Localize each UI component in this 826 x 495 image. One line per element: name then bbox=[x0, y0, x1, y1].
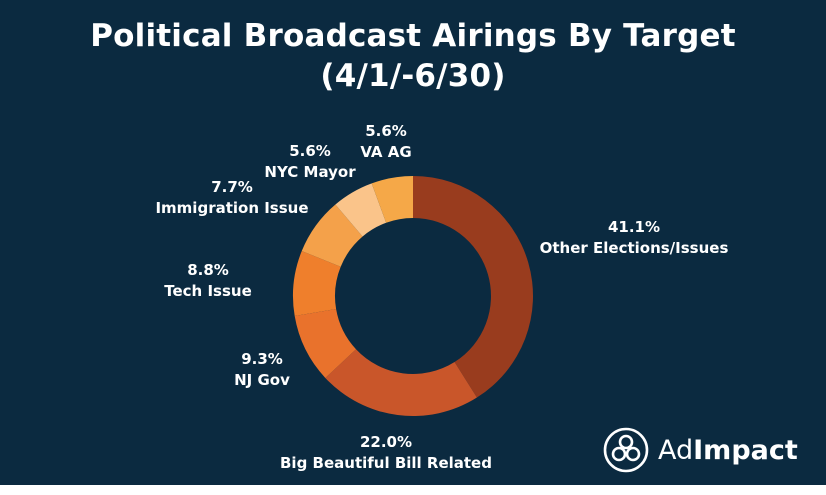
slice-value-label-6: 5.6% bbox=[289, 142, 331, 160]
slice-value-label-5: 7.7% bbox=[211, 178, 253, 196]
chart-title: Political Broadcast Airings By Target bbox=[90, 18, 736, 54]
adimpact-logo-icon bbox=[603, 427, 649, 473]
slice-value-label-4: 8.8% bbox=[187, 261, 229, 279]
slice-value-label-1: 41.1% bbox=[608, 218, 660, 236]
chart-subtitle: (4/1/-6/30) bbox=[320, 58, 506, 94]
slice-category-label-2: Big Beautiful Bill Related bbox=[280, 454, 492, 472]
adimpact-logo: AdImpact bbox=[603, 427, 813, 477]
slice-category-label-5: Immigration Issue bbox=[155, 199, 308, 217]
slice-category-label-6: NYC Mayor bbox=[264, 163, 356, 181]
donut-slice-2 bbox=[325, 349, 477, 416]
slice-category-label-4: Tech Issue bbox=[164, 282, 252, 300]
donut-slice-7 bbox=[371, 176, 413, 223]
chart-canvas: Political Broadcast Airings By Target (4… bbox=[0, 0, 826, 485]
donut-slice-1 bbox=[413, 176, 534, 398]
donut-slice-4 bbox=[293, 250, 341, 317]
donut-chart: 41.1% Other Elections/Issues 22.0% Big Beau… bbox=[155, 122, 729, 472]
slice-category-label-1: Other Elections/Issues bbox=[540, 239, 729, 257]
slice-value-label-3: 9.3% bbox=[241, 350, 283, 368]
slice-value-label-2: 22.0% bbox=[360, 433, 412, 451]
logo-text-ad: Ad bbox=[658, 435, 694, 466]
logo-wordmark: AdImpact bbox=[658, 435, 798, 466]
slice-category-label-3: NJ Gov bbox=[234, 371, 290, 389]
donut-slice-6 bbox=[335, 183, 387, 237]
donut-slice-5 bbox=[301, 204, 363, 267]
donut-slice-3 bbox=[294, 309, 357, 378]
slice-category-label-7: VA AG bbox=[360, 143, 411, 161]
slice-value-label-7: 5.6% bbox=[365, 122, 407, 140]
logo-text-impact: Impact bbox=[693, 435, 798, 466]
